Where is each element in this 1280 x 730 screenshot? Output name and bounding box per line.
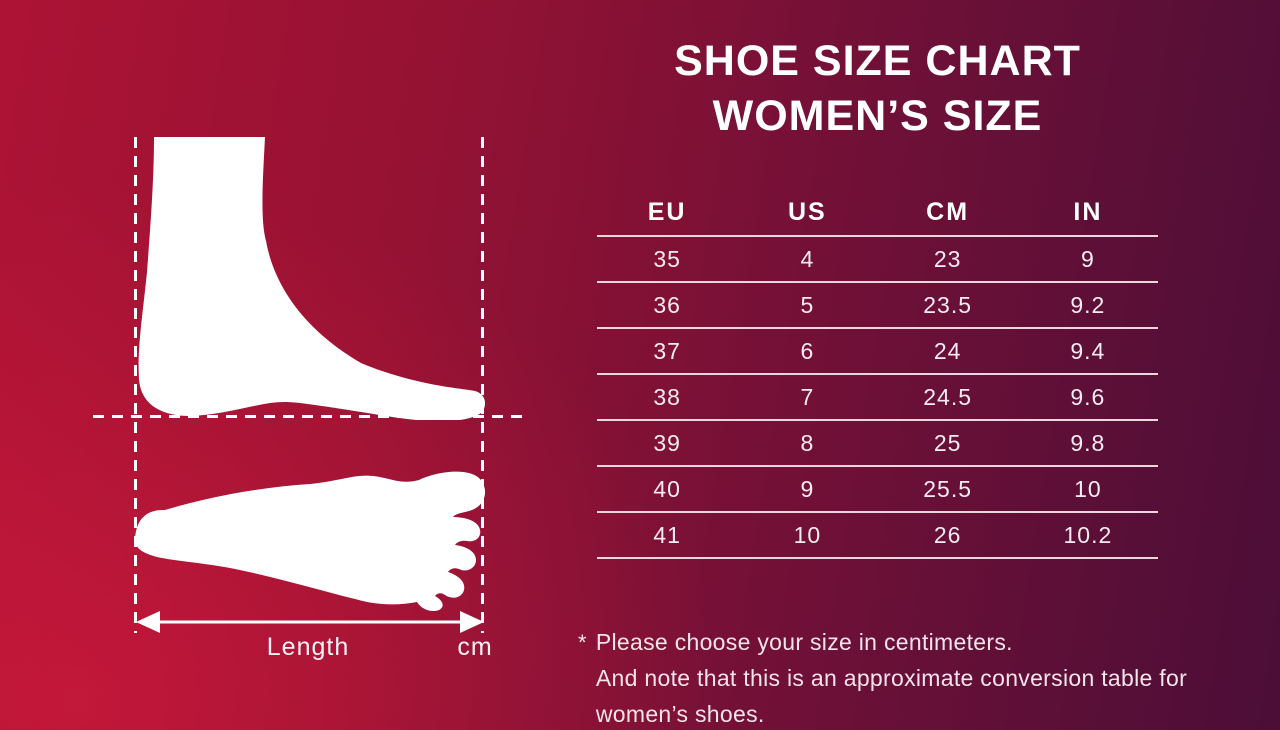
cell-cm: 24 xyxy=(877,328,1018,375)
table-row: 40 9 25.5 10 xyxy=(597,466,1158,513)
footnote-text: Please choose your size in centimeters. … xyxy=(596,624,1268,730)
page-title: SHOE SIZE CHART WOMEN’S SIZE xyxy=(597,34,1158,144)
cell-eu: 39 xyxy=(597,420,738,467)
table-row: 41 10 26 10.2 xyxy=(597,512,1158,559)
cell-us: 8 xyxy=(737,420,878,467)
cell-in: 9.6 xyxy=(1017,374,1158,421)
footnote-line1: Please choose your size in centimeters. xyxy=(595,629,1013,655)
cell-eu: 40 xyxy=(597,466,738,513)
foot-side-view-illustration xyxy=(138,137,485,420)
cell-eu: 38 xyxy=(597,374,738,421)
cell-eu: 35 xyxy=(597,236,738,283)
cell-cm: 24.5 xyxy=(877,374,1018,421)
cell-cm: 25.5 xyxy=(877,466,1018,513)
page-title-line1: SHOE SIZE CHART xyxy=(674,37,1081,85)
cell-in: 9 xyxy=(1017,236,1158,283)
cell-eu: 37 xyxy=(597,328,738,375)
cell-in: 9.2 xyxy=(1017,282,1158,329)
column-header-cm: CM xyxy=(877,190,1018,237)
length-measure-arrow xyxy=(136,611,484,633)
cell-in: 9.4 xyxy=(1017,328,1158,375)
cell-us: 10 xyxy=(737,512,878,559)
column-header-in: IN xyxy=(1017,190,1158,237)
table-row: 37 6 24 9.4 xyxy=(597,328,1158,375)
cell-cm: 25 xyxy=(877,420,1018,467)
cell-us: 5 xyxy=(737,282,878,329)
cell-in: 9.8 xyxy=(1017,420,1158,467)
footnote: * Please choose your size in centimeters… xyxy=(578,624,1268,730)
cell-in: 10.2 xyxy=(1017,512,1158,559)
cell-us: 6 xyxy=(737,328,878,375)
table-row: 36 5 23.5 9.2 xyxy=(597,282,1158,329)
cell-us: 7 xyxy=(737,374,878,421)
cell-us: 9 xyxy=(737,466,878,513)
length-label: Length xyxy=(266,633,350,661)
table-header-row: EU US CM IN xyxy=(597,190,1158,237)
cell-eu: 36 xyxy=(597,282,738,329)
foot-sole-view-illustration xyxy=(135,471,485,611)
cell-cm: 23 xyxy=(877,236,1018,283)
sole-baseline-dashed-line xyxy=(93,415,523,418)
table-row: 38 7 24.5 9.6 xyxy=(597,374,1158,421)
size-conversion-table: EU US CM IN 35 4 23 9 36 5 23.5 9.2 37 6 xyxy=(597,190,1158,559)
cell-eu: 41 xyxy=(597,512,738,559)
page-title-line2: WOMEN’S SIZE xyxy=(712,92,1043,140)
cm-unit-label: cm xyxy=(457,633,493,661)
table-row: 39 8 25 9.8 xyxy=(597,420,1158,467)
cell-cm: 23.5 xyxy=(877,282,1018,329)
footnote-line2: And note that this is an approximate con… xyxy=(595,665,1188,727)
cell-us: 4 xyxy=(737,236,878,283)
heel-guide-dashed-line xyxy=(134,137,137,633)
toe-guide-dashed-line xyxy=(481,137,484,633)
cell-cm: 26 xyxy=(877,512,1018,559)
table-row: 35 4 23 9 xyxy=(597,236,1158,283)
cell-in: 10 xyxy=(1017,466,1158,513)
footnote-asterisk: * xyxy=(578,630,587,655)
column-header-eu: EU xyxy=(597,190,738,237)
column-header-us: US xyxy=(737,190,878,237)
